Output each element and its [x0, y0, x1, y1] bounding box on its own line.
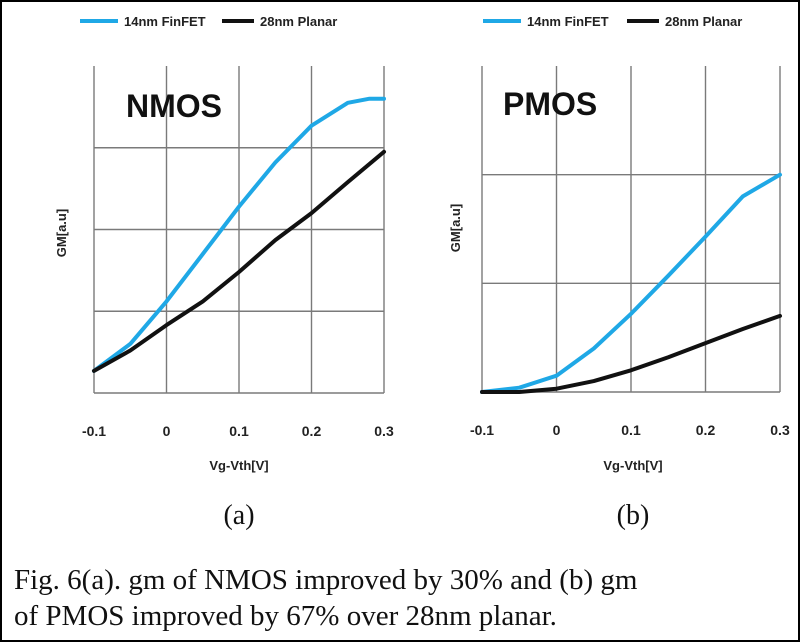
chart-nmos-ylabel: GM[a.u]	[54, 209, 69, 257]
legend-b-planar-label: 28nm Planar	[665, 14, 742, 29]
chart-pmos-ylabel: GM[a.u]	[448, 204, 463, 252]
chart-pmos-xlabel: Vg-Vth[V]	[603, 458, 662, 473]
pmos-xtick-label-3: 0.2	[696, 422, 716, 438]
caption-line-1: Fig. 6(a). gm of NMOS improved by 30% an…	[14, 564, 638, 596]
legend-b-finfet-label: 14nm FinFET	[527, 14, 609, 29]
chart-pmos: PMOS -0.1 0 0.1 0.2 0.3 Vg-Vth[V] GM[a.u] (b…	[448, 66, 790, 531]
nmos-series-planar-line	[92, 149, 386, 373]
chart-nmos: NMOS -0.1 0 0.1 0.2 0.3 Vg-Vth[V] GM[a.u] (a…	[54, 66, 394, 531]
nmos-series-finfet-line	[92, 96, 386, 373]
pmos-series-planar-line	[480, 313, 782, 394]
nmos-xtick-label-1: 0	[163, 423, 171, 439]
pmos-xtick-label-2: 0.1	[621, 422, 641, 438]
legend-b: 14nm FinFET 28nm Planar	[483, 14, 742, 29]
pmos-xtick-label-4: 0.3	[770, 422, 790, 438]
pmos-xtick-label-0: -0.1	[470, 422, 494, 438]
legend-a-finfet-label: 14nm FinFET	[124, 14, 206, 29]
caption-line-2: of PMOS improved by 67% over 28nm planar…	[14, 600, 557, 632]
nmos-xtick-label-3: 0.2	[302, 423, 322, 439]
nmos-xtick-label-4: 0.3	[374, 423, 394, 439]
pmos-series-finfet-line	[480, 172, 782, 394]
legend-a: 14nm FinFET 28nm Planar	[80, 14, 337, 29]
pmos-xtick-label-1: 0	[553, 422, 561, 438]
legend-a-planar-label: 28nm Planar	[260, 14, 337, 29]
chart-nmos-xlabel: Vg-Vth[V]	[209, 458, 268, 473]
nmos-xtick-label-0: -0.1	[82, 423, 106, 439]
chart-pmos-sublabel: (b)	[617, 500, 650, 531]
figure-caption: Fig. 6(a). gm of NMOS improved by 30% an…	[14, 562, 794, 634]
chart-nmos-sublabel: (a)	[223, 500, 254, 531]
chart-pmos-title: PMOS	[503, 86, 597, 122]
chart-nmos-title: NMOS	[126, 88, 222, 124]
nmos-xtick-label-2: 0.1	[229, 423, 249, 439]
